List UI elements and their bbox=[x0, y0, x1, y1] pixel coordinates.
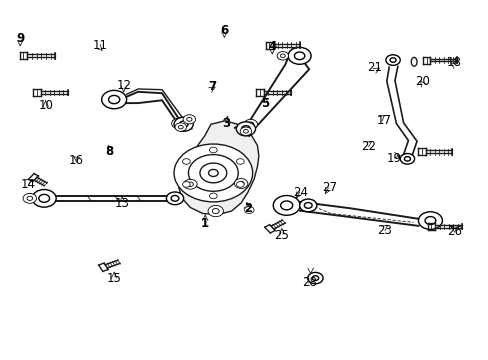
Circle shape bbox=[166, 192, 183, 205]
Circle shape bbox=[404, 157, 409, 161]
Circle shape bbox=[238, 181, 244, 186]
Circle shape bbox=[236, 122, 255, 136]
Circle shape bbox=[294, 52, 304, 60]
Text: 11: 11 bbox=[92, 39, 107, 52]
Text: 18: 18 bbox=[446, 57, 461, 69]
Circle shape bbox=[234, 179, 247, 189]
Circle shape bbox=[247, 122, 253, 126]
Circle shape bbox=[240, 127, 251, 136]
Text: 27: 27 bbox=[322, 181, 337, 194]
Circle shape bbox=[178, 125, 183, 129]
Ellipse shape bbox=[410, 57, 416, 66]
Circle shape bbox=[39, 194, 49, 202]
Text: 26: 26 bbox=[446, 225, 461, 238]
Circle shape bbox=[287, 48, 310, 64]
Circle shape bbox=[182, 181, 190, 187]
Circle shape bbox=[27, 196, 33, 201]
Text: 5: 5 bbox=[261, 96, 269, 109]
Circle shape bbox=[200, 163, 226, 183]
Circle shape bbox=[243, 130, 248, 133]
Circle shape bbox=[187, 182, 193, 186]
Text: 16: 16 bbox=[68, 154, 83, 167]
Circle shape bbox=[188, 154, 238, 191]
Text: 9: 9 bbox=[16, 32, 24, 45]
Circle shape bbox=[212, 208, 219, 213]
Circle shape bbox=[418, 212, 442, 229]
Text: 3: 3 bbox=[222, 117, 230, 130]
Circle shape bbox=[244, 207, 254, 213]
Circle shape bbox=[236, 181, 244, 187]
Circle shape bbox=[175, 123, 186, 131]
Text: 13: 13 bbox=[115, 198, 129, 211]
Text: 19: 19 bbox=[386, 152, 401, 165]
Text: 12: 12 bbox=[116, 79, 131, 92]
Circle shape bbox=[277, 51, 288, 60]
Text: 8: 8 bbox=[105, 145, 113, 158]
Circle shape bbox=[23, 193, 37, 203]
Circle shape bbox=[171, 195, 179, 201]
Polygon shape bbox=[179, 121, 258, 215]
Circle shape bbox=[280, 201, 292, 210]
Text: 4: 4 bbox=[267, 40, 276, 53]
Circle shape bbox=[174, 144, 252, 202]
Circle shape bbox=[307, 273, 323, 284]
Circle shape bbox=[208, 170, 218, 176]
Text: 10: 10 bbox=[38, 99, 53, 112]
Text: 14: 14 bbox=[20, 178, 35, 191]
Text: 6: 6 bbox=[220, 24, 228, 37]
Circle shape bbox=[304, 203, 311, 208]
Circle shape bbox=[102, 90, 126, 109]
Circle shape bbox=[241, 126, 250, 132]
Circle shape bbox=[311, 276, 318, 280]
Circle shape bbox=[299, 199, 316, 212]
Circle shape bbox=[175, 121, 182, 126]
Circle shape bbox=[171, 118, 185, 129]
Text: 1: 1 bbox=[201, 217, 209, 230]
Text: 20: 20 bbox=[414, 75, 429, 88]
Circle shape bbox=[244, 119, 257, 129]
Text: 23: 23 bbox=[376, 224, 391, 237]
Text: 7: 7 bbox=[207, 80, 216, 93]
Circle shape bbox=[385, 55, 400, 65]
Circle shape bbox=[183, 179, 197, 189]
Text: 22: 22 bbox=[360, 140, 375, 153]
Circle shape bbox=[280, 54, 285, 58]
Circle shape bbox=[209, 193, 217, 199]
Circle shape bbox=[399, 153, 414, 164]
Circle shape bbox=[183, 115, 195, 124]
Circle shape bbox=[209, 147, 217, 153]
Circle shape bbox=[236, 159, 244, 164]
Circle shape bbox=[174, 117, 193, 131]
Circle shape bbox=[273, 195, 300, 215]
Text: 25: 25 bbox=[274, 229, 289, 242]
Text: 15: 15 bbox=[106, 271, 122, 284]
Text: 17: 17 bbox=[376, 114, 391, 127]
Circle shape bbox=[186, 117, 192, 121]
Circle shape bbox=[389, 58, 395, 62]
Text: 24: 24 bbox=[293, 186, 308, 199]
Text: 28: 28 bbox=[301, 276, 316, 289]
Text: 21: 21 bbox=[366, 61, 382, 74]
Text: 2: 2 bbox=[244, 202, 252, 215]
Circle shape bbox=[179, 121, 187, 127]
Circle shape bbox=[108, 95, 120, 104]
Circle shape bbox=[424, 217, 435, 225]
Circle shape bbox=[208, 206, 223, 217]
Circle shape bbox=[32, 189, 56, 207]
Circle shape bbox=[182, 159, 190, 164]
